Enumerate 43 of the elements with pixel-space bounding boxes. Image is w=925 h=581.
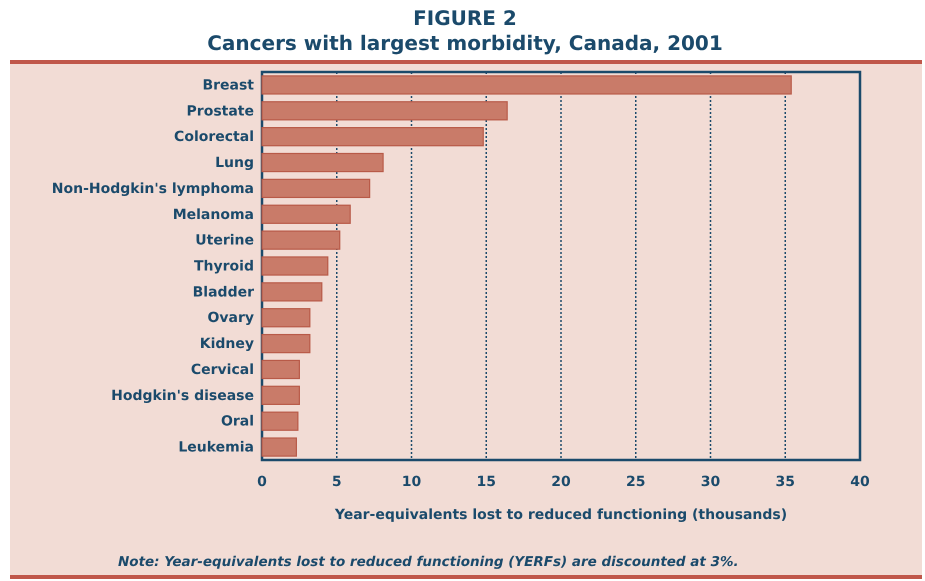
bar	[261, 386, 300, 405]
y-tick-label: Melanoma	[172, 206, 254, 223]
y-tick-label: Oral	[220, 414, 254, 430]
y-tick-label: Thyroid	[194, 258, 254, 274]
bar	[261, 437, 297, 457]
bar	[261, 152, 384, 172]
y-tick-label: Uterine	[195, 232, 254, 249]
x-tick-label: 10	[402, 474, 422, 490]
chart-title: FIGURE 2	[413, 6, 517, 30]
bar	[261, 204, 351, 224]
chart-subtitle: Cancers with largest morbidity, Canada, 2001	[207, 31, 723, 55]
y-tick-label: Prostate	[186, 103, 254, 120]
bar	[261, 230, 340, 250]
x-axis-title: Year-equivalents lost to reduced functioning (thousands)	[334, 507, 788, 523]
bar	[261, 412, 298, 431]
bar	[261, 256, 328, 276]
bar	[261, 282, 322, 302]
bar	[261, 178, 370, 198]
y-tick-label: Cervical	[190, 362, 254, 378]
x-tick-label: 40	[850, 474, 870, 490]
x-tick-label: 0	[257, 474, 268, 490]
bar	[261, 127, 484, 146]
x-tick-label: 25	[626, 474, 646, 490]
y-tick-label: Leukemia	[178, 440, 254, 456]
bar	[261, 308, 310, 328]
bar	[261, 334, 310, 354]
y-tick-label: Ovary	[207, 310, 254, 326]
x-tick-label: 20	[551, 474, 571, 490]
x-tick-label: 30	[700, 474, 720, 490]
bar	[261, 75, 792, 95]
y-tick-label: Kidney	[200, 336, 254, 352]
y-tick-label: Hodgkin's disease	[111, 388, 254, 404]
y-tick-label: Bladder	[192, 284, 254, 300]
y-tick-label: Non-Hodgkin's lymphoma	[52, 180, 254, 197]
bar	[261, 360, 300, 380]
y-tick-label: Colorectal	[174, 129, 254, 146]
bar	[261, 101, 508, 120]
text: Note: Year-equivalents lost to reduced functioning (YERFs) are discounted at 3%.	[118, 554, 739, 570]
y-tick-label: Lung	[215, 155, 254, 172]
x-tick-label: 35	[776, 474, 795, 490]
x-tick-label: 5	[332, 474, 342, 490]
x-tick-label: 15	[476, 474, 496, 490]
y-tick-label: Breast	[202, 77, 254, 94]
